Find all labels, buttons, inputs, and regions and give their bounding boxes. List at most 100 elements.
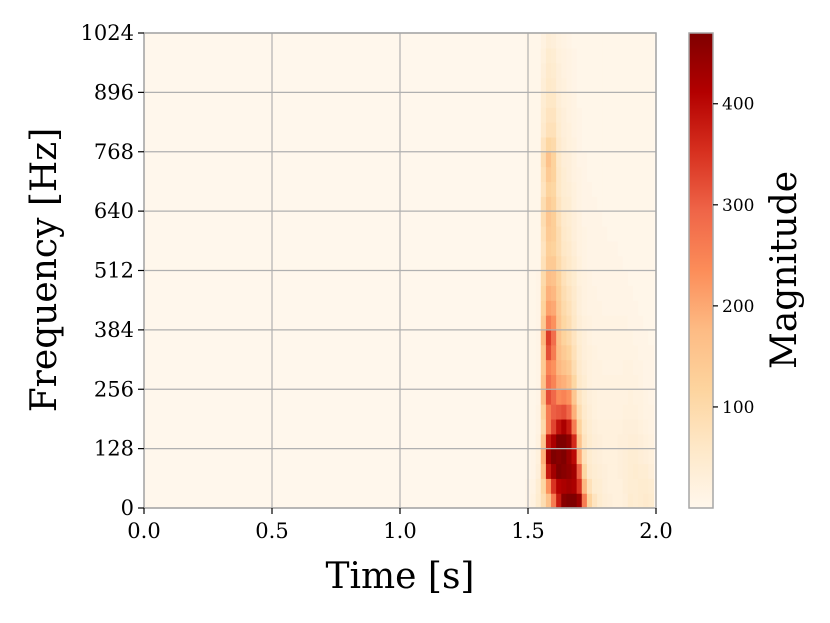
heatmap-cell: [643, 225, 649, 242]
heatmap-cell: [571, 77, 578, 93]
heatmap-cell: [627, 359, 634, 375]
heatmap-cell: [556, 418, 562, 435]
y-tick-label: 896: [94, 80, 134, 104]
heatmap-cell: [551, 47, 557, 64]
heatmap-cell: [535, 151, 542, 168]
heatmap-cell: [571, 151, 578, 168]
heatmap-cell: [632, 463, 639, 479]
heatmap-cell: [581, 166, 588, 183]
heatmap-cell: [643, 404, 649, 420]
heatmap-cell: [597, 418, 603, 435]
heatmap-cell: [627, 329, 634, 346]
heatmap-cell: [530, 285, 537, 301]
heatmap-cell: [638, 404, 644, 420]
heatmap-cell: [530, 315, 537, 331]
heatmap-cell: [581, 359, 588, 375]
x-tick-label: 2.0: [639, 519, 672, 543]
heatmap-cell: [602, 389, 608, 405]
heatmap-cell: [530, 389, 537, 405]
heatmap-cell: [551, 196, 557, 212]
heatmap-cell: [540, 196, 547, 212]
heatmap-cell: [607, 448, 614, 465]
heatmap-cell: [638, 285, 644, 301]
heatmap-cell: [632, 315, 639, 331]
heatmap-cell: [638, 463, 644, 479]
heatmap-cell: [643, 433, 649, 450]
heatmap-cell: [612, 418, 619, 435]
heatmap-cell: [571, 255, 578, 272]
heatmap-cell: [612, 329, 619, 346]
heatmap-cell: [566, 300, 573, 316]
heatmap-cell: [638, 225, 644, 242]
heatmap-cell: [592, 478, 598, 494]
heatmap-cell: [535, 107, 542, 123]
heatmap-cell: [592, 122, 598, 138]
heatmap-cell: [576, 285, 583, 301]
heatmap-cell: [612, 47, 619, 64]
heatmap-cell: [530, 255, 537, 272]
heatmap-cell: [612, 493, 619, 509]
heatmap-cell: [551, 255, 557, 272]
heatmap-cell: [530, 77, 537, 93]
heatmap-cell: [540, 77, 547, 93]
heatmap-cell: [622, 478, 629, 494]
heatmap-cell: [586, 448, 593, 465]
heatmap-cell: [612, 151, 619, 168]
heatmap-cell: [643, 122, 649, 138]
heatmap-cell: [632, 255, 639, 272]
heatmap-cell: [581, 404, 588, 420]
heatmap-cell: [561, 315, 567, 331]
heatmap-cell: [622, 463, 629, 479]
heatmap-cell: [571, 47, 578, 64]
heatmap-cell: [627, 166, 634, 183]
heatmap-cell: [643, 196, 649, 212]
heatmap-cell: [627, 433, 634, 450]
heatmap-cell: [566, 359, 573, 375]
heatmap-cell: [566, 285, 573, 301]
heatmap-cell: [540, 315, 547, 331]
heatmap-cell: [561, 225, 567, 242]
heatmap-cell: [581, 92, 588, 108]
heatmap-cell: [638, 344, 644, 361]
heatmap-cell: [576, 136, 583, 153]
heatmap-cell: [551, 389, 557, 405]
heatmap-cell: [627, 92, 634, 108]
heatmap-cell: [632, 47, 639, 64]
heatmap-cell: [556, 448, 562, 465]
heatmap-cell: [566, 493, 573, 509]
heatmap-cell: [561, 270, 567, 286]
heatmap-cell: [622, 329, 629, 346]
heatmap-cell: [632, 285, 639, 301]
heatmap-cell: [607, 404, 614, 420]
heatmap-cell: [556, 151, 562, 168]
heatmap-cell: [612, 62, 619, 79]
heatmap-cell: [622, 315, 629, 331]
heatmap-cell: [607, 478, 614, 494]
heatmap-cell: [617, 374, 624, 390]
heatmap-cell: [638, 315, 644, 331]
heatmap-cell: [556, 300, 562, 316]
heatmap-cell: [612, 122, 619, 138]
heatmap-cell: [648, 166, 655, 183]
heatmap-cell: [551, 92, 557, 108]
heatmap-cell: [622, 107, 629, 123]
heatmap-cell: [561, 344, 567, 361]
heatmap-cell: [566, 181, 573, 197]
heatmap-cell: [617, 62, 624, 79]
heatmap-cell: [622, 62, 629, 79]
heatmap-cell: [586, 300, 593, 316]
heatmap-cell: [632, 404, 639, 420]
y-tick-label: 128: [94, 437, 134, 461]
heatmap-cell: [530, 62, 537, 79]
heatmap-cell: [530, 493, 537, 509]
heatmap-cell: [602, 211, 608, 227]
heatmap-cell: [592, 181, 598, 197]
heatmap-cell: [632, 77, 639, 93]
heatmap-cell: [561, 92, 567, 108]
heatmap-cell: [627, 300, 634, 316]
heatmap-cell: [540, 285, 547, 301]
heatmap-cell: [566, 433, 573, 450]
heatmap-cell: [638, 122, 644, 138]
heatmap-cell: [535, 374, 542, 390]
heatmap-cell: [597, 240, 603, 257]
